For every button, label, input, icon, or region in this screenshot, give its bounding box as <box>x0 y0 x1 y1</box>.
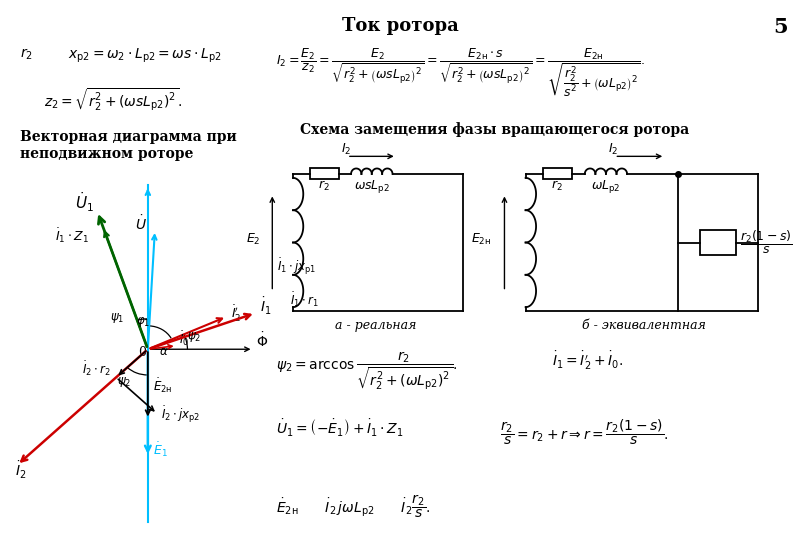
Text: $x_{\rm p2} = \omega_2 \cdot L_{\rm p2} = \omega s \cdot L_{\rm p2}$: $x_{\rm p2} = \omega_2 \cdot L_{\rm p2} … <box>68 47 222 65</box>
Text: $\dot{I}_1 \cdot jx_{\rm p1}$: $\dot{I}_1 \cdot jx_{\rm p1}$ <box>277 257 316 277</box>
Text: б - эквивалентная: б - эквивалентная <box>582 319 706 332</box>
Text: $\dot{I}_1 = \dot{I}_2^\prime + \dot{I}_0.$: $\dot{I}_1 = \dot{I}_2^\prime + \dot{I}_… <box>552 349 623 372</box>
Text: $\psi_2$: $\psi_2$ <box>118 375 131 389</box>
Text: $\dot{I}_0$: $\dot{I}_0$ <box>178 330 189 348</box>
Text: $r_2$: $r_2$ <box>20 47 33 62</box>
Text: $\dot{E}_{2{\rm н}}$: $\dot{E}_{2{\rm н}}$ <box>153 377 173 395</box>
Text: $\psi_2 = \arccos\dfrac{r_2}{\sqrt{r_2^2 + \left(\omega L_{\rm p2}\right)^2}}.$: $\psi_2 = \arccos\dfrac{r_2}{\sqrt{r_2^2… <box>276 349 458 392</box>
Text: $\dot{E}_{2{\rm н}} \qquad \dot{I}_2\, j\omega L_{\rm p2} \qquad \dot{I}_2\dfrac: $\dot{E}_{2{\rm н}} \qquad \dot{I}_2\, j… <box>276 492 430 520</box>
Bar <box>542 169 572 179</box>
Text: 5: 5 <box>774 17 788 36</box>
Text: $\dot{E}_1$: $\dot{E}_1$ <box>153 440 168 458</box>
Text: Ток ротора: Ток ротора <box>342 17 458 35</box>
Bar <box>310 169 338 179</box>
Text: $\dot{U}$: $\dot{U}$ <box>135 215 146 233</box>
Text: Схема замещения фазы вращающегося ротора: Схема замещения фазы вращающегося ротора <box>300 122 690 137</box>
Text: $\alpha$: $\alpha$ <box>159 345 169 358</box>
Text: $\dot{\Phi}$: $\dot{\Phi}$ <box>256 331 268 350</box>
Text: $\dot{U}_1 = \left(-\dot{E}_1\right) + \dot{I}_1 \cdot Z_1$: $\dot{U}_1 = \left(-\dot{E}_1\right) + \… <box>276 418 404 439</box>
Text: $\dot{I}_2 \cdot jx_{\rm p2}$: $\dot{I}_2 \cdot jx_{\rm p2}$ <box>162 404 201 425</box>
Text: $\psi_2$: $\psi_2$ <box>187 330 202 344</box>
Text: а - реальная: а - реальная <box>335 319 417 332</box>
Text: $\omega s L_{\rm p2}$: $\omega s L_{\rm p2}$ <box>354 178 390 195</box>
Text: $\dot{I}_1 \cdot r_1$: $\dot{I}_1 \cdot r_1$ <box>290 290 319 309</box>
Bar <box>700 230 736 255</box>
Text: $\dfrac{r_2}{s} = r_2 + r \Rightarrow r = \dfrac{r_2(1-s)}{s}.$: $\dfrac{r_2}{s} = r_2 + r \Rightarrow r … <box>500 418 669 447</box>
Text: $\dot{I}_2'$: $\dot{I}_2'$ <box>231 304 242 325</box>
Text: $E_{2{\rm н}}$: $E_{2{\rm н}}$ <box>471 232 491 247</box>
Text: Векторная диаграмма при
неподвижном роторе: Векторная диаграмма при неподвижном рото… <box>20 130 237 161</box>
Text: $r_2$: $r_2$ <box>318 179 330 193</box>
Text: $\dot{I}_2 \cdot r_2$: $\dot{I}_2 \cdot r_2$ <box>82 359 110 378</box>
Text: $E_2$: $E_2$ <box>246 232 261 247</box>
Text: $\omega L_{\rm p2}$: $\omega L_{\rm p2}$ <box>591 178 621 195</box>
Text: $\dot{I}_2$: $\dot{I}_2$ <box>14 460 26 481</box>
Text: $\dfrac{r_2(1-s)}{s}$: $\dfrac{r_2(1-s)}{s}$ <box>740 229 793 256</box>
Text: 0: 0 <box>138 346 146 359</box>
Text: $z_2 = \sqrt{r_2^2 + \left(\omega s L_{\rm p2}\right)^2}.$: $z_2 = \sqrt{r_2^2 + \left(\omega s L_{\… <box>44 86 182 113</box>
Text: $I_2 = \dfrac{E_2}{z_2} = \dfrac{E_2}{\sqrt{r_2^2 + \left(\omega s L_{\rm p2}\ri: $I_2 = \dfrac{E_2}{z_2} = \dfrac{E_2}{\s… <box>276 47 645 100</box>
Text: $I_2$: $I_2$ <box>341 142 351 157</box>
Text: $\psi_1$: $\psi_1$ <box>110 311 124 325</box>
Text: $\dot{I}_1$: $\dot{I}_1$ <box>260 296 271 317</box>
Text: $I_2$: $I_2$ <box>608 142 618 157</box>
Text: $\varphi_1$: $\varphi_1$ <box>136 315 150 328</box>
Text: $r_2$: $r_2$ <box>551 179 563 193</box>
Text: $\dot{U}_1$: $\dot{U}_1$ <box>75 190 94 213</box>
Text: $\dot{I}_1 \cdot Z_1$: $\dot{I}_1 \cdot Z_1$ <box>55 226 90 245</box>
